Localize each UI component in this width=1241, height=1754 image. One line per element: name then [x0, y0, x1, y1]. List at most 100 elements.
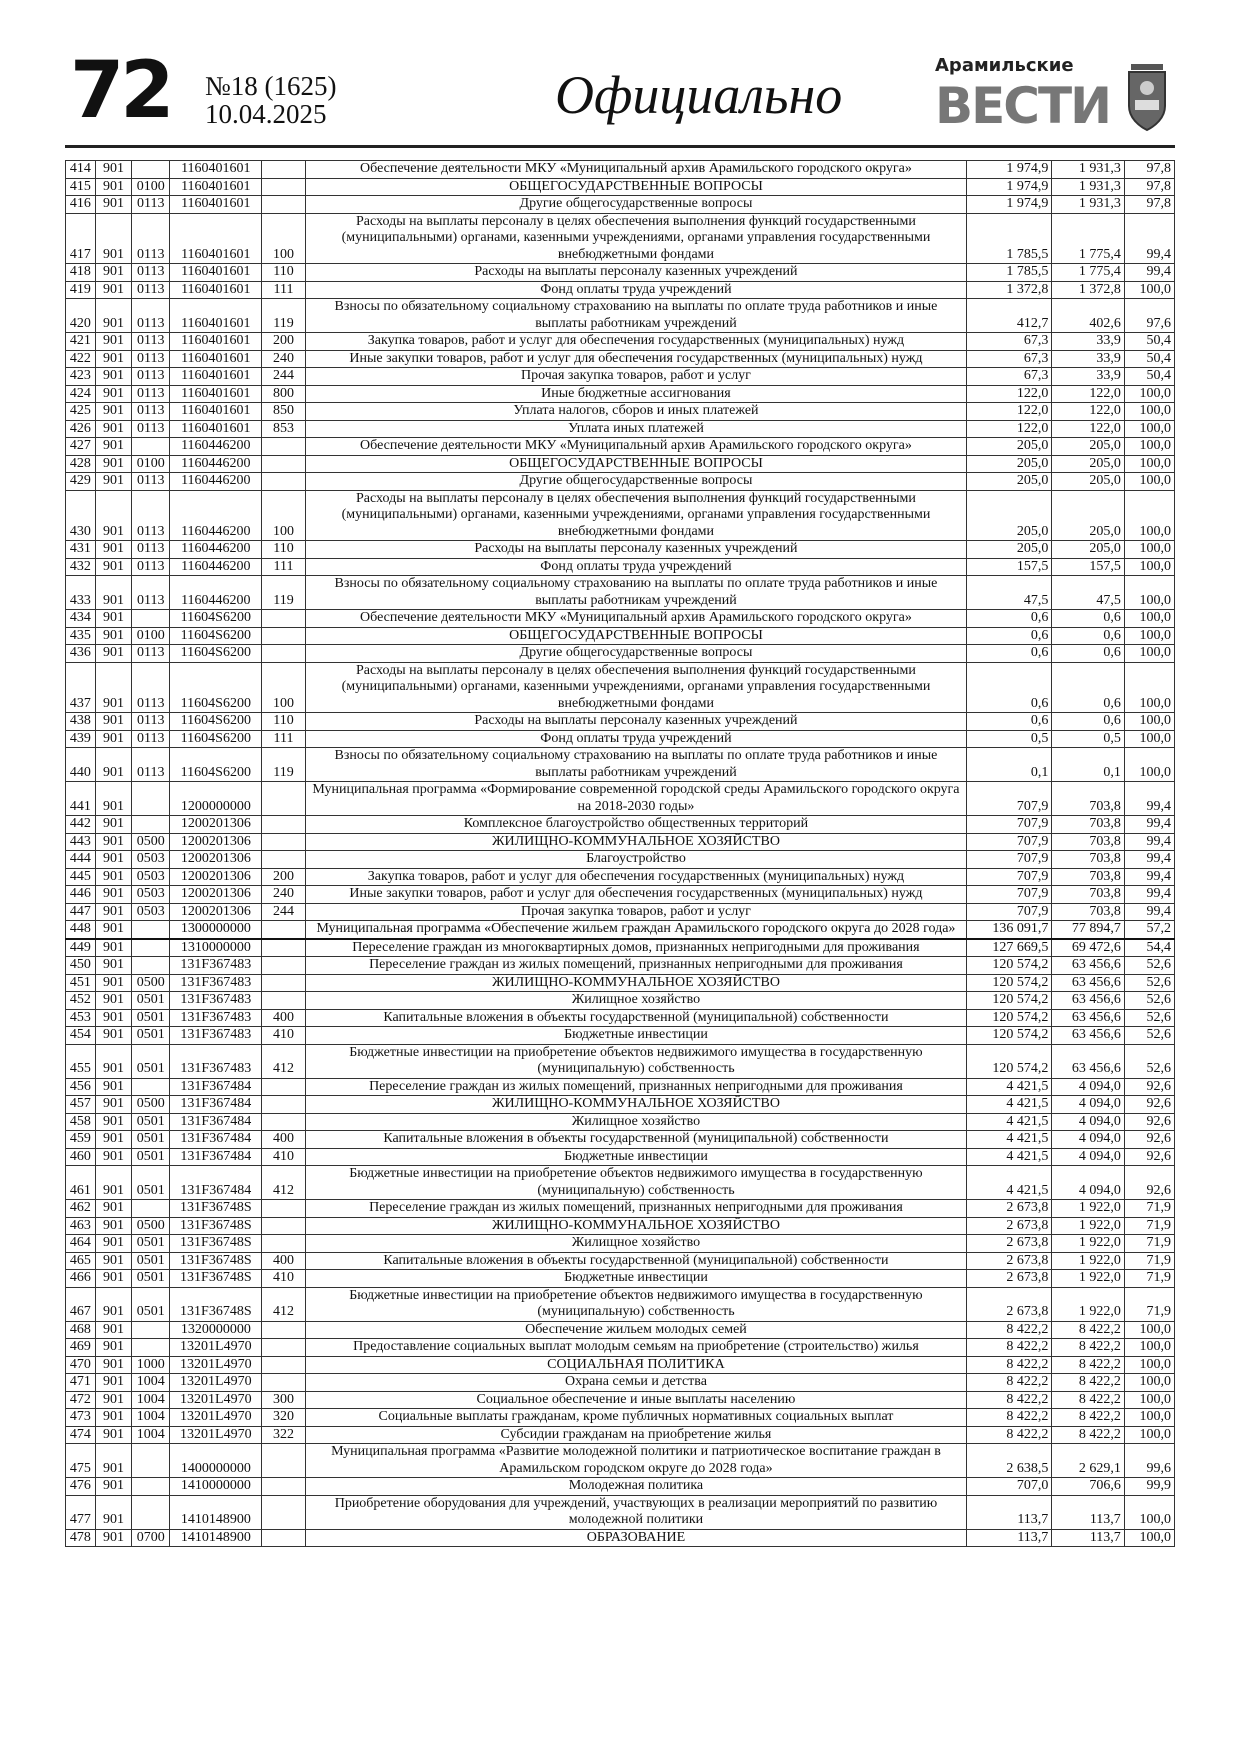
expense-type-code: [261, 956, 306, 975]
item-name: ОБЩЕГОСУДАРСТВЕННЫЕ ВОПРОСЫ: [304, 626, 968, 645]
execution-percent: 100,0: [1123, 384, 1176, 403]
planned-amount: 0,6: [966, 626, 1053, 645]
actual-amount: 8 422,2: [1051, 1373, 1125, 1392]
execution-percent: 99,4: [1123, 885, 1176, 904]
section-code: 0113: [131, 280, 171, 299]
execution-percent: 52,6: [1123, 1043, 1176, 1079]
actual-amount: 33,9: [1051, 332, 1125, 351]
department-code: 901: [94, 212, 133, 264]
item-name: ЖИЛИЩНО-КОММУНАЛЬНОЕ ХОЗЯЙСТВО: [304, 1095, 968, 1114]
table-row: 470 901 1000 13201L4970 СОЦИАЛЬНАЯ ПОЛИТИКА 8…: [65, 1355, 1176, 1374]
item-name: Иные бюджетные ассигнования: [304, 384, 968, 403]
row-number: 456: [65, 1077, 96, 1096]
table-row: 451 901 0500 131F367483 ЖИЛИЩНО-КОММУНАЛЬНОЕ…: [65, 973, 1176, 992]
execution-percent: 100,0: [1123, 489, 1176, 541]
row-number: 439: [65, 729, 96, 748]
item-name: Бюджетные инвестиции: [304, 1026, 968, 1045]
execution-percent: 99,9: [1123, 1477, 1176, 1496]
department-code: 901: [94, 454, 133, 473]
section-code: 1004: [131, 1408, 171, 1427]
item-name: Жилищное хозяйство: [304, 1112, 968, 1131]
section-code: 0501: [131, 1043, 171, 1079]
expense-type-code: 244: [261, 902, 306, 921]
table-row: 475 901 1400000000 Муниципальная программа …: [65, 1443, 1176, 1478]
section-code: 0501: [131, 1165, 171, 1200]
target-article-code: 1160401601: [169, 263, 263, 282]
table-row: 465 901 0501 131F36748S 400 Капитальные вложе…: [65, 1251, 1176, 1270]
actual-amount: 69 472,6: [1051, 938, 1125, 957]
execution-percent: 100,0: [1123, 626, 1176, 645]
execution-percent: 100,0: [1123, 1408, 1176, 1427]
table-row: 463 901 0500 131F36748S ЖИЛИЩНО-КОММУНАЛЬНОЕ…: [65, 1216, 1176, 1235]
department-code: 901: [94, 160, 133, 179]
table-row: 440 901 0113 11604S6200 119 Взносы по обязате…: [65, 747, 1176, 782]
actual-amount: 4 094,0: [1051, 1165, 1125, 1200]
department-code: 901: [94, 1528, 133, 1547]
target-article-code: 1160446200: [169, 437, 263, 456]
row-number: 424: [65, 384, 96, 403]
expense-type-code: [261, 781, 306, 816]
actual-amount: 205,0: [1051, 472, 1125, 491]
execution-percent: 50,4: [1123, 332, 1176, 351]
target-article-code: 11604S6200: [169, 626, 263, 645]
planned-amount: 67,3: [966, 349, 1053, 368]
expense-type-code: [261, 454, 306, 473]
section-code: 0113: [131, 489, 171, 541]
table-row: 478 901 0700 1410148900 ОБРАЗОВАНИЕ 113,7 113,…: [65, 1528, 1176, 1547]
section-code: [131, 781, 171, 816]
department-code: 901: [94, 956, 133, 975]
item-name: Бюджетные инвестиции на приобретение объ…: [304, 1043, 968, 1079]
department-code: 901: [94, 1130, 133, 1149]
item-name: Обеспечение деятельности МКУ «Муниципаль…: [304, 609, 968, 628]
row-number: 428: [65, 454, 96, 473]
execution-percent: 92,6: [1123, 1112, 1176, 1131]
target-article-code: 1160446200: [169, 540, 263, 559]
planned-amount: 205,0: [966, 472, 1053, 491]
item-name: Другие общегосударственные вопросы: [304, 644, 968, 663]
item-name: Переселение граждан из многоквартирных д…: [304, 938, 968, 957]
row-number: 416: [65, 195, 96, 214]
target-article-code: 1200201306: [169, 885, 263, 904]
section-code: [131, 1338, 171, 1357]
table-row: 421 901 0113 1160401601 200 Закупка товаров, …: [65, 332, 1176, 351]
expense-type-code: 400: [261, 1130, 306, 1149]
expense-type-code: 100: [261, 489, 306, 541]
row-number: 438: [65, 712, 96, 731]
item-name: Социальные выплаты гражданам, кроме публ…: [304, 1408, 968, 1427]
row-number: 432: [65, 557, 96, 576]
department-code: 901: [94, 885, 133, 904]
department-code: 901: [94, 1355, 133, 1374]
target-article-code: 1200201306: [169, 850, 263, 869]
section-code: 0501: [131, 1234, 171, 1253]
target-article-code: 131F36748S: [169, 1199, 263, 1218]
department-code: 901: [94, 1408, 133, 1427]
logo-line1: Арамильские: [935, 55, 1074, 76]
table-row: 459 901 0501 131F367484 400 Капитальные вложе…: [65, 1130, 1176, 1149]
planned-amount: 120 574,2: [966, 991, 1053, 1010]
target-article-code: 13201L4970: [169, 1390, 263, 1409]
planned-amount: 707,9: [966, 902, 1053, 921]
target-article-code: 11604S6200: [169, 661, 263, 713]
item-name: Бюджетные инвестиции на приобретение объ…: [304, 1286, 968, 1322]
department-code: 901: [94, 298, 133, 333]
target-article-code: 131F36748S: [169, 1234, 263, 1253]
actual-amount: 33,9: [1051, 349, 1125, 368]
execution-percent: 71,9: [1123, 1234, 1176, 1253]
department-code: 901: [94, 920, 133, 940]
actual-amount: 8 422,2: [1051, 1320, 1125, 1339]
target-article-code: 1160401601: [169, 177, 263, 196]
target-article-code: 1160401601: [169, 160, 263, 179]
actual-amount: 703,8: [1051, 867, 1125, 886]
table-row: 439 901 0113 11604S6200 111 Фонд оплаты труда…: [65, 729, 1176, 748]
table-row: 418 901 0113 1160401601 110 Расходы на выплат…: [65, 263, 1176, 282]
target-article-code: 1200201306: [169, 867, 263, 886]
target-article-code: 131F367483: [169, 973, 263, 992]
department-code: 901: [94, 747, 133, 782]
planned-amount: 8 422,2: [966, 1390, 1053, 1409]
expense-type-code: 111: [261, 280, 306, 299]
planned-amount: 205,0: [966, 454, 1053, 473]
execution-percent: 100,0: [1123, 609, 1176, 628]
actual-amount: 8 422,2: [1051, 1408, 1125, 1427]
item-name: Переселение граждан из жилых помещений, …: [304, 956, 968, 975]
